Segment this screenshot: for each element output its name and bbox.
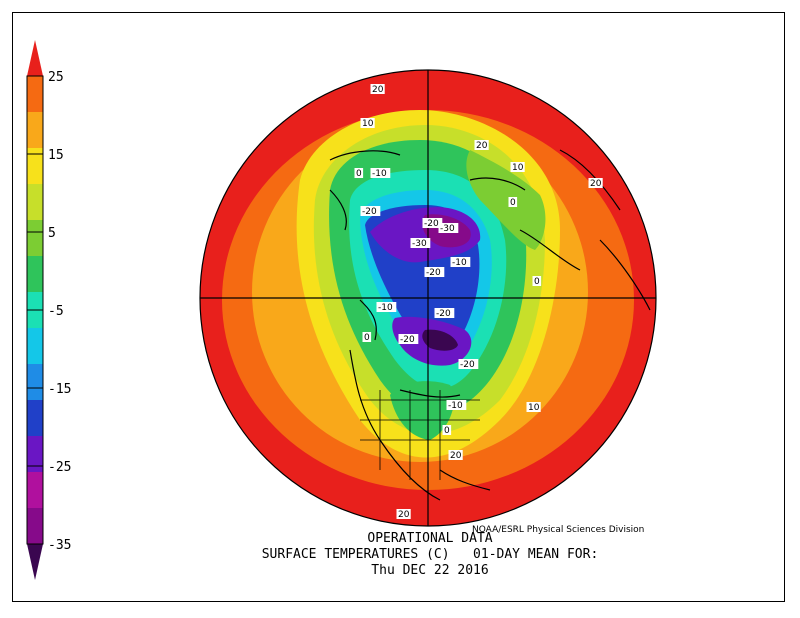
contour-label: 0	[354, 168, 364, 179]
svg-text:10: 10	[512, 163, 524, 173]
svg-text:-20: -20	[424, 219, 439, 229]
svg-text:0: 0	[510, 198, 516, 208]
svg-text:-20: -20	[400, 335, 415, 345]
contour-label: 0	[362, 332, 372, 343]
svg-text:20: 20	[450, 451, 462, 461]
colorbar-label: -25	[48, 460, 71, 475]
svg-text:20: 20	[476, 141, 488, 151]
colorbar-band	[27, 220, 43, 257]
contour-label: 20	[474, 140, 489, 151]
colorbar-label: 25	[48, 70, 64, 85]
colorbar-label: 15	[48, 148, 64, 163]
colorbar-band	[27, 148, 43, 185]
contour-label: 10	[526, 402, 541, 413]
contour-label: 0	[532, 276, 542, 287]
svg-text:10: 10	[528, 403, 540, 413]
colorbar-label: -35	[48, 538, 71, 553]
contour-label: -20	[398, 334, 419, 345]
credit-line: NOAA/ESRL Physical Sciences Division	[472, 525, 645, 535]
svg-text:-10: -10	[452, 258, 467, 268]
contour-label: 0	[508, 197, 518, 208]
svg-text:-20: -20	[460, 360, 475, 370]
contour-label: -20	[458, 359, 479, 370]
caption-line-3: Thu DEC 22 2016	[371, 563, 489, 578]
colorbar-band	[27, 112, 43, 149]
colorbar-bottom-cap	[27, 544, 43, 580]
contour-band-europe	[466, 150, 546, 250]
svg-text:0: 0	[356, 169, 362, 179]
contour-label: 10	[360, 118, 375, 129]
colorbar-band	[27, 364, 43, 401]
svg-text:-20: -20	[426, 268, 441, 278]
colorbar-top-cap	[27, 40, 43, 76]
contour-label: -10	[370, 168, 391, 179]
svg-text:-10: -10	[378, 303, 393, 313]
contour-label: -20	[424, 267, 445, 278]
caption-line-2: SURFACE TEMPERATURES (C) 01-DAY MEAN FOR…	[261, 547, 599, 562]
contour-label: 20	[396, 509, 411, 520]
contour-label: -10	[446, 400, 467, 411]
colorbar-band	[27, 76, 43, 113]
contour-label: -30	[438, 223, 459, 234]
colorbar-label: -5	[48, 304, 64, 319]
contour-band-minus35	[422, 329, 458, 351]
contour-label: 20	[370, 84, 385, 95]
contour-label: -10	[450, 257, 471, 268]
contour-band-us-cold	[390, 381, 454, 440]
colorbar-label: -15	[48, 382, 71, 397]
us-state-borders	[360, 390, 480, 480]
contour-label: 20	[448, 450, 463, 461]
svg-text:0: 0	[444, 426, 450, 436]
colorbar: 25 15 5 -5 -15 -25 -35	[26, 40, 71, 580]
svg-text:20: 20	[372, 85, 384, 95]
svg-text:10: 10	[362, 119, 374, 129]
svg-text:0: 0	[534, 277, 540, 287]
colorbar-label: 5	[48, 226, 56, 241]
contour-label: -20	[422, 218, 443, 229]
coastlines	[329, 149, 651, 501]
svg-text:20: 20	[590, 179, 602, 189]
svg-text:-10: -10	[448, 401, 463, 411]
contour-label: -10	[376, 302, 397, 313]
colorbar-band	[27, 400, 43, 437]
colorbar-band	[27, 256, 43, 293]
contour-label: 20	[588, 178, 603, 189]
contour-label: -30	[410, 238, 431, 249]
colorbar-band	[27, 472, 43, 509]
svg-text:-30: -30	[412, 239, 427, 249]
svg-text:-30: -30	[440, 224, 455, 234]
colorbar-band	[27, 184, 43, 221]
colorbar-band	[27, 436, 43, 473]
colorbar-band	[27, 328, 43, 365]
figure-frame	[12, 12, 785, 602]
svg-text:0: 0	[364, 333, 370, 343]
svg-text:-20: -20	[436, 309, 451, 319]
contour-label: 10	[510, 162, 525, 173]
svg-text:-20: -20	[362, 207, 377, 217]
contour-label: 0	[442, 425, 452, 436]
caption-line-1: OPERATIONAL DATA	[367, 531, 493, 546]
svg-text:-10: -10	[372, 169, 387, 179]
svg-text:20: 20	[398, 510, 410, 520]
contour-label: -20	[360, 206, 381, 217]
colorbar-band	[27, 508, 43, 545]
contour-label: -20	[434, 308, 455, 319]
